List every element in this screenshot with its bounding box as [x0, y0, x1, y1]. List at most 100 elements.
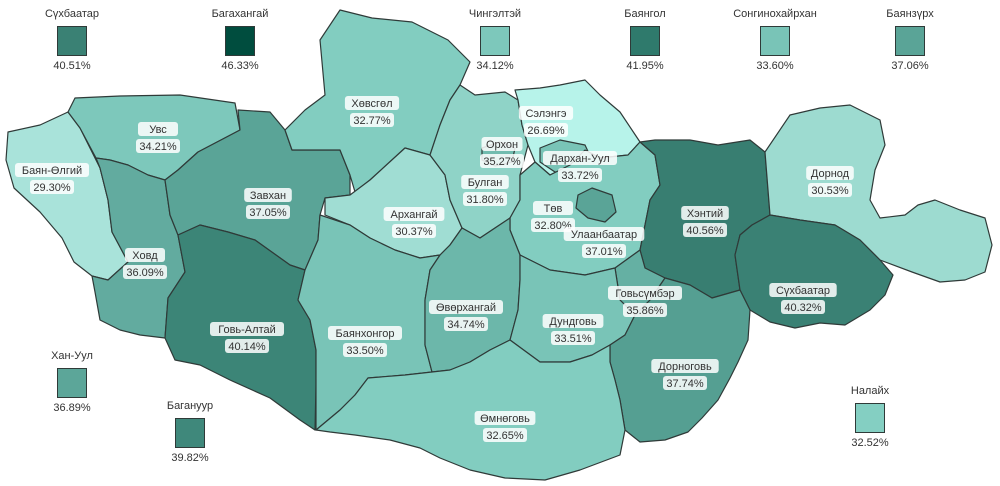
- region-value: 32.65%: [486, 430, 524, 442]
- legend-name: Багануур: [166, 400, 214, 412]
- legend-name: Чингэлтэй: [468, 8, 522, 20]
- region-label-uvs: Увс 34.21%: [136, 122, 180, 153]
- region-label-govisumber: Говьсүмбэр 35.86%: [608, 286, 682, 317]
- legend-name: Сонгинохайрхан: [733, 8, 817, 20]
- region-value: 35.86%: [626, 305, 664, 317]
- region-name: Улаанбаатар: [571, 229, 637, 241]
- legend-value: 41.95%: [626, 60, 664, 72]
- region-name: Дархан-Уул: [550, 153, 609, 165]
- region-sukhbaatar[interactable]: [734, 214, 894, 329]
- region-name: Ховд: [132, 250, 158, 262]
- region-label-omnogovi: Өмнөговь 32.65%: [474, 411, 536, 442]
- legend-name: Хан-Уул: [51, 350, 93, 362]
- region-value: 32.80%: [534, 220, 572, 232]
- region-value: 34.21%: [139, 141, 177, 153]
- region-name: Булган: [468, 177, 503, 189]
- legend-swatch: [57, 26, 87, 56]
- legend-item: Хан-Уул 36.89%: [12, 350, 132, 414]
- region-name: Төв: [544, 203, 563, 215]
- region-value: 34.74%: [447, 319, 485, 331]
- legend-swatch: [895, 26, 925, 56]
- region-label-dornod: Дорнод 30.53%: [806, 166, 854, 197]
- region-name: Өвөрхангай: [436, 302, 496, 314]
- region-value: 31.80%: [466, 194, 504, 206]
- region-label-ulaanbaatar: Улаанбаатар 37.01%: [563, 227, 645, 258]
- legend-swatch: [57, 368, 87, 398]
- region-label-bayankhongor: Баянхонгор 33.50%: [328, 326, 402, 357]
- legend-swatch: [175, 418, 205, 448]
- region-name: Баянхонгор: [336, 328, 395, 340]
- legend-value: 36.89%: [53, 402, 91, 414]
- legend-swatch: [225, 26, 255, 56]
- region-label-dundgovi: Дундговь 33.51%: [542, 314, 604, 345]
- region-label-arkhangai: Архангай 30.37%: [383, 207, 445, 238]
- region-name: Баян-Өлгий: [22, 165, 82, 177]
- region-value: 30.53%: [811, 185, 849, 197]
- region-label-selenge: Сэлэнгэ 26.69%: [518, 106, 574, 137]
- region-value: 37.01%: [585, 246, 623, 258]
- region-value: 40.56%: [686, 225, 724, 237]
- region-value: 36.09%: [126, 267, 164, 279]
- legend-swatch: [480, 26, 510, 56]
- region-name: Завхан: [250, 190, 286, 202]
- region-label-ovorkhangai: Өвөрхангай 34.74%: [429, 300, 503, 331]
- legend-value: 32.52%: [851, 437, 889, 449]
- legend-value: 33.60%: [756, 60, 794, 72]
- region-label-sukhbaatar: Сүхбаатар 40.32%: [769, 283, 837, 314]
- legend-swatch: [630, 26, 660, 56]
- region-value: 32.77%: [353, 115, 391, 127]
- region-label-dornogovi: Дорноговь 37.74%: [651, 359, 719, 390]
- region-value: 33.72%: [561, 170, 599, 182]
- region-value: 30.37%: [395, 226, 433, 238]
- region-label-bulgan: Булган 31.80%: [461, 175, 509, 206]
- legend-item: Сүхбаатар 40.51%: [12, 8, 132, 72]
- region-omnogovi[interactable]: [315, 339, 626, 481]
- region-ulaanbaatar[interactable]: [575, 187, 617, 223]
- region-name: Хэнтий: [687, 208, 723, 220]
- legend-item: Баянзүрх 37.06%: [850, 8, 970, 72]
- region-name: Өмнөговь: [480, 413, 530, 425]
- legend-item: Налайх 32.52%: [810, 385, 930, 449]
- legend-value: 39.82%: [171, 452, 209, 464]
- legend-value: 46.33%: [221, 60, 259, 72]
- region-label-khovsgol: Хөвсгөл 32.77%: [344, 96, 400, 127]
- region-value: 40.14%: [228, 341, 266, 353]
- legend-item: Багануур 39.82%: [130, 400, 250, 464]
- region-label-khentii: Хэнтий 40.56%: [681, 206, 729, 237]
- legend-name: Сүхбаатар: [44, 8, 99, 20]
- legend-name: Багахангай: [211, 8, 269, 20]
- legend-item: Баянгол 41.95%: [585, 8, 705, 72]
- region-value: 37.74%: [666, 378, 704, 390]
- region-label-tov: Төв 32.80%: [531, 201, 575, 232]
- region-value: 35.27%: [483, 156, 521, 168]
- legend-item: Багахангай 46.33%: [180, 8, 300, 72]
- region-name: Сүхбаатар: [776, 285, 830, 297]
- region-label-khovd: Ховд 36.09%: [123, 248, 167, 279]
- legend-swatch: [760, 26, 790, 56]
- legend-item: Чингэлтэй 34.12%: [435, 8, 555, 72]
- region-value: 26.69%: [527, 125, 565, 137]
- region-name: Увс: [149, 124, 167, 136]
- region-name: Орхон: [486, 139, 518, 151]
- region-label-zavkhan: Завхан 37.05%: [244, 188, 292, 219]
- region-name: Хөвсгөл: [351, 98, 392, 110]
- region-name: Сэлэнгэ: [525, 108, 566, 120]
- legend-name: Баянзүрх: [886, 8, 934, 20]
- region-label-darkhan-uul: Дархан-Уул 33.72%: [543, 151, 617, 182]
- region-value: 40.32%: [784, 302, 822, 314]
- region-name: Говьсүмбэр: [615, 288, 674, 300]
- legend-swatch: [855, 403, 885, 433]
- region-name: Дорнод: [811, 168, 850, 180]
- region-value: 33.51%: [554, 333, 592, 345]
- region-value: 37.05%: [249, 207, 287, 219]
- legend-value: 37.06%: [891, 60, 929, 72]
- region-value: 29.30%: [33, 182, 71, 194]
- legend-name: Налайх: [850, 385, 890, 397]
- region-name: Архангай: [391, 209, 438, 221]
- region-label-bayan-olgii: Баян-Өлгий 29.30%: [15, 163, 89, 194]
- region-name: Дорноговь: [658, 361, 712, 373]
- region-label-govi-altai: Говь-Алтай 40.14%: [210, 322, 284, 353]
- region-name: Дундговь: [549, 316, 596, 328]
- legend-value: 34.12%: [476, 60, 514, 72]
